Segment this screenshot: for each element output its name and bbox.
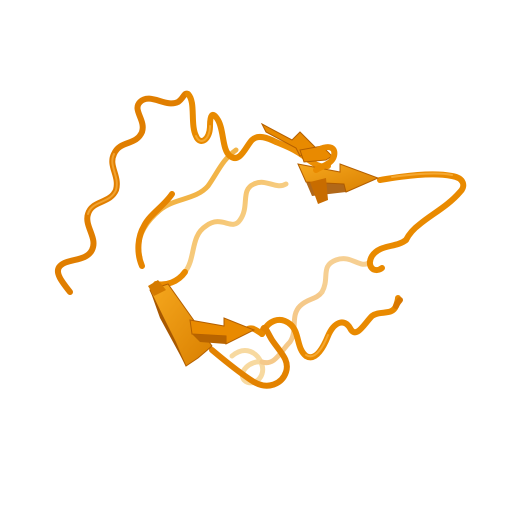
far-coil-segment-2: [259, 289, 325, 366]
n-terminal-tail: [54, 90, 191, 295]
lower-strand-1-shadow: [150, 290, 186, 366]
lower-strand-2-underside: [192, 334, 226, 344]
lower-beta-sheet: [148, 280, 256, 367]
upper-beta-sheet: [260, 122, 380, 204]
lower-sheet-end-cap: [148, 280, 166, 296]
far-coil-segment-5: [136, 147, 239, 261]
far-coil-segment-3: [319, 256, 373, 295]
far-coil-segment-4: [182, 179, 289, 275]
highlight-lower-loop: [305, 334, 329, 358]
middle-descending-coil: [135, 191, 175, 269]
highlight-right-strand: [391, 172, 453, 178]
upper-twist-band: [310, 178, 328, 204]
right-long-strand: [377, 171, 467, 243]
main-chain-group: [54, 90, 467, 389]
lower-loop-center: [209, 324, 290, 389]
right-loop-down: [366, 237, 409, 274]
c-terminal-tail: [393, 297, 403, 309]
upper-hairpin-loop: [313, 144, 338, 173]
left-vertical-connector: [153, 269, 188, 288]
far-coil-segment-1: [229, 348, 266, 386]
highlight-upper-loop: [195, 125, 211, 142]
highlight-group: [87, 125, 453, 358]
highlight-n-tail: [87, 153, 118, 215]
